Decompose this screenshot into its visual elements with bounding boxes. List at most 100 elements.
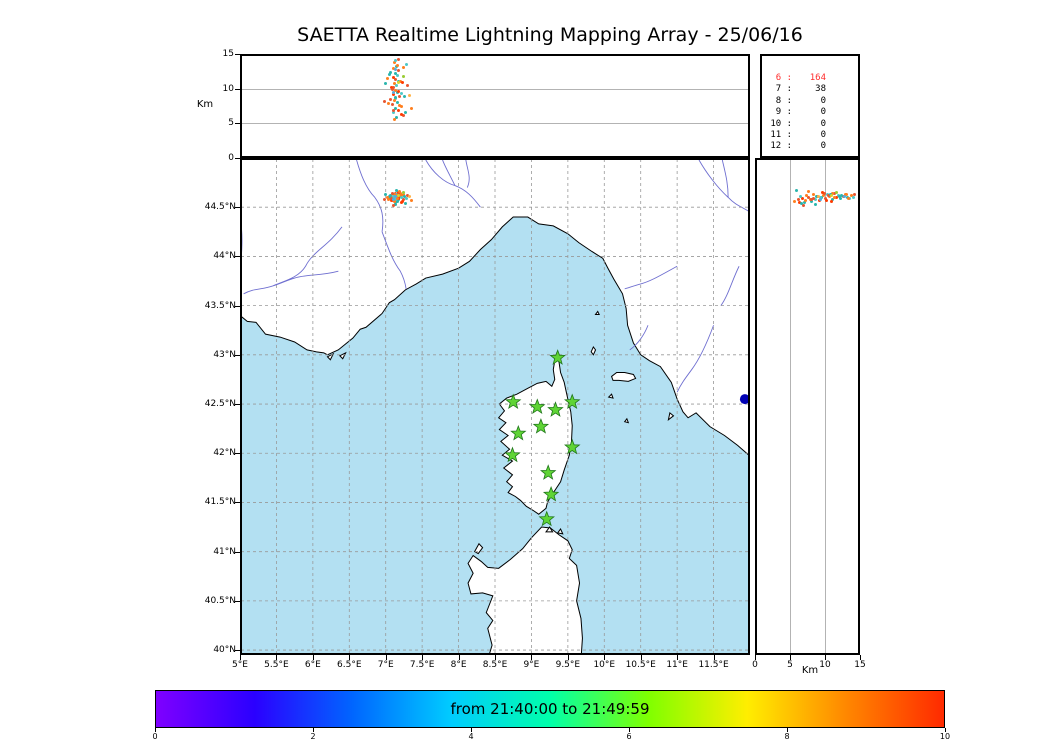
lon-tick-label: 6°E <box>304 660 321 670</box>
station-marker <box>529 398 546 415</box>
corsica-coastline <box>499 354 573 514</box>
lightning-source-dot-altlon <box>390 85 394 89</box>
count-value: 0 <box>820 141 826 152</box>
count-value: 0 <box>820 130 826 141</box>
lightning-source-dot-map <box>409 198 413 202</box>
lat-tickmark <box>235 551 240 553</box>
source-count-panel: 6 : 164 7 : 38 8 : 0 9 : 0 10 : 0 11 : 0 12 : 0 <box>760 54 860 158</box>
station-marker <box>505 393 522 410</box>
lightning-source-dot-altlon <box>387 73 391 77</box>
lightning-source-dot-altlat <box>822 193 826 197</box>
altitude-tickmark <box>235 158 240 159</box>
lat-tick-label: 42°N <box>213 448 236 459</box>
lightning-source-dot-altlon <box>385 77 389 81</box>
colorbar-tickmark <box>471 728 472 732</box>
lightning-source-dot-altlat <box>824 196 828 200</box>
lightning-source-dot-altlon <box>392 82 396 86</box>
lightning-source-dot-altlon <box>393 107 397 111</box>
lightning-source-dot-altlat <box>850 193 854 197</box>
altitude-gridline <box>242 88 748 90</box>
count-value: 0 <box>820 107 826 118</box>
lightning-source-dot-altlon <box>396 80 400 84</box>
lat-tickmark <box>235 256 240 258</box>
lon-tickmark <box>677 655 679 660</box>
altitude-tick-label: 15 <box>222 49 234 59</box>
lightning-source-dot-altlon <box>394 78 398 82</box>
lightning-source-dot-map <box>382 197 386 201</box>
station-marker <box>547 401 564 417</box>
lightning-source-dot-map <box>396 193 400 197</box>
count-value: 38 <box>815 84 826 95</box>
lon-tickmark <box>276 655 278 660</box>
lightning-source-dot-altlat <box>843 194 847 198</box>
station-marker <box>564 393 581 410</box>
lightning-source-dot-map <box>392 199 396 203</box>
colorbar-tick-label: 4 <box>468 732 474 741</box>
lightning-source-dot-altlon <box>401 75 405 79</box>
lightning-source-dot-altlon <box>398 94 402 98</box>
lat-tick-label: 42.5°N <box>204 399 236 410</box>
lightning-source-dot-altlat <box>814 202 818 206</box>
count-value: 164 <box>809 73 826 83</box>
lightning-source-dot-altlon <box>391 67 395 71</box>
lon-tickmark <box>604 655 606 660</box>
lat-tick-label: 43°N <box>213 349 236 360</box>
count-altitude-label: 10 : <box>770 118 792 129</box>
lightning-source-dot-altlon <box>397 58 401 62</box>
lightning-source-dot-altlat <box>809 199 813 203</box>
lat-tickmark <box>235 600 240 602</box>
lat-tick-label: 41.5°N <box>204 497 236 508</box>
altitude-axis-unit-left: Km <box>196 99 214 110</box>
lon-tickmark <box>349 655 351 660</box>
lightning-source-dot-altlon <box>395 63 399 67</box>
lon-tick-label: 11.5°E <box>698 660 729 670</box>
lightning-source-dot-altlon <box>384 81 388 85</box>
lightning-source-dot-altlon <box>397 69 401 73</box>
lightning-source-dot-altlon <box>394 96 398 100</box>
lightning-source-dot-map <box>392 197 396 201</box>
station-marker <box>538 510 555 527</box>
altitude-tick-label: 5 <box>228 118 234 129</box>
colorbar-tick-label: 10 <box>939 732 951 741</box>
lightning-source-dot-altlat <box>832 191 836 195</box>
lon-tick-label: 9°E <box>523 660 540 670</box>
lake-marker <box>739 394 750 405</box>
lightning-source-dot-altlat <box>822 191 826 195</box>
lightning-source-dot-map <box>402 192 406 196</box>
lightning-source-dot-altlon <box>389 70 393 74</box>
count-row: 7 : 38 <box>762 84 858 95</box>
lightning-source-dot-map <box>400 195 404 199</box>
count-altitude-label: 12 : <box>770 141 792 152</box>
lightning-source-dot-map <box>395 196 399 200</box>
count-altitude-label: 6 : <box>775 73 792 83</box>
lightning-source-dot-altlat <box>801 196 805 200</box>
lightning-source-dot-altlon <box>392 76 396 80</box>
map-canvas <box>240 158 750 655</box>
lon-tickmark <box>567 655 569 660</box>
lat-tick-label: 44.5°N <box>204 202 236 213</box>
count-row: 10 : 0 <box>762 119 858 130</box>
lightning-source-dot-map <box>385 195 389 199</box>
lightning-source-dot-altlat <box>830 197 834 201</box>
lightning-source-dot-altlat <box>792 199 796 203</box>
lon-tick-label: 8°E <box>450 660 467 670</box>
lightning-source-dot-altlon <box>402 66 406 70</box>
lightning-source-dot-altlat <box>851 195 855 199</box>
lightning-source-dot-map <box>395 199 399 203</box>
lat-tickmark <box>235 453 240 455</box>
station-marker <box>532 418 550 434</box>
lightning-source-dot-map <box>408 194 412 198</box>
lightning-source-dot-altlon <box>403 110 407 114</box>
altitude-gridline <box>242 123 748 125</box>
count-altitude-label: 9 : <box>775 107 792 118</box>
lat-tick-label: 40.5°N <box>204 595 236 606</box>
lightning-source-dot-map <box>401 190 405 194</box>
lightning-source-dot-altlon <box>406 83 410 87</box>
lightning-source-dot-map <box>392 192 396 196</box>
right-panel-gridline <box>790 160 791 653</box>
lightning-source-dot-map <box>399 200 403 204</box>
colorbar-tick-label: 0 <box>152 732 158 741</box>
lightning-source-dot-altlat <box>796 197 800 201</box>
rivers <box>240 160 750 392</box>
